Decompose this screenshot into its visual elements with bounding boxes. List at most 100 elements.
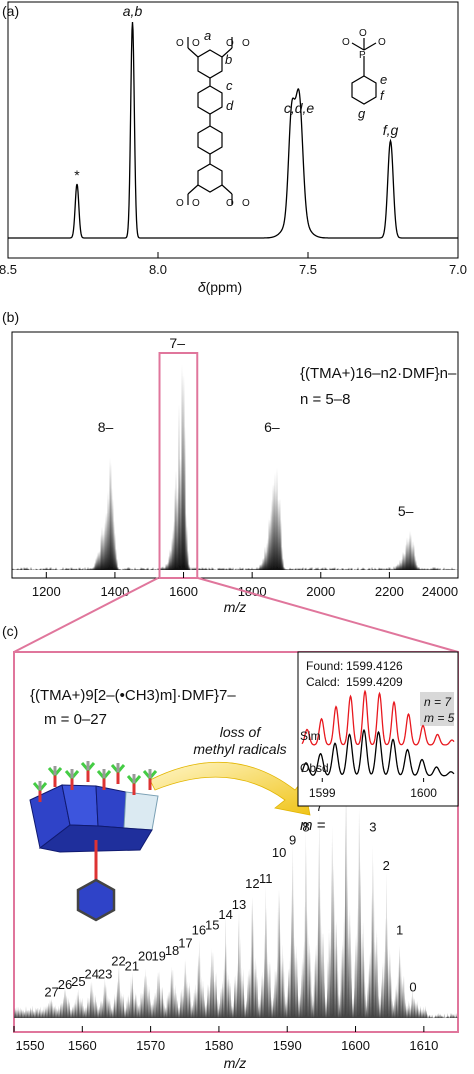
inset-found-label: Found: [306, 659, 343, 673]
inset-sim-label: Sim [300, 729, 321, 743]
inset-calcd-value: 1599.4209 [346, 675, 403, 689]
inset-calcd-label: Calcd: [306, 675, 340, 689]
b-tick-label: 2000 [306, 584, 335, 599]
m-peak-label: 26 [58, 977, 72, 992]
panel-a-frame [7, 1, 459, 259]
nmr-peak-label: * [74, 167, 80, 183]
b-tick-label: 1200 [32, 584, 61, 599]
svg-text:O: O [242, 198, 250, 209]
panel-b-ticks: 1200 1400 1600 1800 2000 2200 24000 [32, 572, 459, 599]
m-peak-label: 13 [232, 897, 246, 912]
zoom-line-left [13, 577, 159, 653]
m-peak-label: 17 [178, 936, 192, 951]
label-b: b [225, 52, 232, 67]
m-peak-label: 16 [192, 923, 206, 938]
panel-c-label: (c) [2, 623, 18, 639]
phenylphosphonate-structure [351, 38, 377, 105]
m-prefix: m = [300, 817, 326, 834]
m-peak-label: 2 [383, 858, 390, 873]
svg-text:O: O [226, 198, 234, 209]
c-tick-label: 1610 [409, 1038, 438, 1053]
m-peak-label: 21 [125, 959, 139, 974]
m-peak-label: 14 [218, 907, 232, 922]
b-tick-label: 1600 [169, 584, 198, 599]
a-tick-label: 8.5 [0, 262, 17, 277]
panel-c-frame [13, 651, 459, 1033]
charge-state-label: 6– [264, 419, 280, 435]
annotation-line-1: loss of [220, 724, 263, 740]
b-tick-label: 2200 [375, 584, 404, 599]
terphenyl-proton-labels: a b c d [204, 28, 234, 113]
panel-b-n-range: n = 5–8 [300, 391, 350, 408]
a-tick-label: 8.0 [149, 262, 167, 277]
nmr-peak-label: f,g [383, 122, 399, 138]
panel-c-formula: {(TMA+)9[2–(•CH3)m]·DMF}7– [30, 687, 236, 704]
charge-state-label: 5– [398, 503, 414, 519]
inset-n-label: n = 7 [424, 695, 452, 709]
svg-text:O: O [226, 38, 234, 49]
label-a: a [204, 28, 211, 43]
m-peak-label: 11 [259, 871, 273, 886]
c-tick-label: 1580 [204, 1038, 233, 1053]
c-tick-label: 1590 [273, 1038, 302, 1053]
inset-frame [297, 651, 459, 807]
inset-found-value: 1599.4126 [346, 659, 403, 673]
b-tick-label: 24000 [422, 584, 458, 599]
methyl-groups [32, 761, 158, 802]
c-tick-label: 1550 [16, 1038, 45, 1053]
m-peak-label: 15 [205, 917, 219, 932]
c-tick-label: 1600 [341, 1038, 370, 1053]
ms-spectrum-c [14, 779, 458, 1018]
nmr-peak-label: c,d,e [284, 100, 315, 116]
inset-sim-trace [301, 689, 455, 746]
panel-b-xlabel: m/z [224, 599, 247, 615]
panel-b-frame [11, 331, 459, 579]
panel-b-charge-labels: 8– 7– 6– 5– [98, 335, 414, 519]
inset-obsd-trace [301, 728, 455, 777]
panel-a-ticks: 8.5 8.0 7.5 7.0 [0, 252, 467, 277]
inset-m-label: m = 5 [424, 711, 455, 725]
svg-text:P: P [359, 50, 366, 61]
inset-obsd-label: Obsd [300, 761, 329, 775]
label-f: f [380, 88, 385, 103]
phosphonate-atoms: P O O O [342, 28, 386, 61]
svg-text:O: O [378, 37, 386, 48]
c-tick-label: 1560 [68, 1038, 97, 1053]
panel-b-formula: {(TMA+)16–n2·DMF}n– [300, 365, 457, 382]
inset-ticks: 1599 1600 [309, 778, 437, 800]
m-peak-label: 22 [111, 954, 125, 969]
panel-c-m-range: m = 0–27 [44, 711, 107, 728]
svg-text:O: O [192, 38, 200, 49]
m-peak-label: 25 [71, 974, 85, 989]
phenyl-proton-labels: e f g [358, 72, 387, 121]
m-peak-label: 18 [165, 943, 179, 958]
svg-text:O: O [176, 198, 184, 209]
a-tick-label: 7.5 [299, 262, 317, 277]
panel-a-peak-labels: * a,b c,d,e f,g [74, 3, 398, 183]
label-d: d [226, 98, 234, 113]
ms-spectrum-b [12, 363, 459, 570]
panel-b-label: (b) [2, 309, 19, 325]
c-tick-label: 1570 [136, 1038, 165, 1053]
label-c: c [226, 78, 233, 93]
terphenyl-structure [187, 37, 233, 205]
svg-text:O: O [359, 28, 367, 39]
panel-b: (b) 8–7–6–5– 1200 1400 1600 1800 2000 2200 240… [2, 309, 459, 615]
inset-nm-badge [420, 692, 454, 726]
m-peak-label: 24 [84, 966, 98, 981]
panel-c-ticks: 1550 1560 1570 1580 1590 1600 1610 [13, 1026, 438, 1053]
svg-text:O: O [176, 38, 184, 49]
panel-a-label: (a) [2, 3, 19, 19]
charge-state-label: 8– [98, 419, 114, 435]
label-g: g [358, 106, 366, 121]
m-peak-label: 0 [409, 979, 416, 994]
m-peak-label: 10 [272, 845, 286, 860]
nmr-peak-label: a,b [123, 3, 143, 19]
m-peak-label: 23 [98, 966, 112, 981]
highlight-box [158, 352, 199, 579]
panel-a-xlabel: δ(ppm) [198, 279, 242, 295]
nmr-spectrum-line [8, 21, 458, 239]
